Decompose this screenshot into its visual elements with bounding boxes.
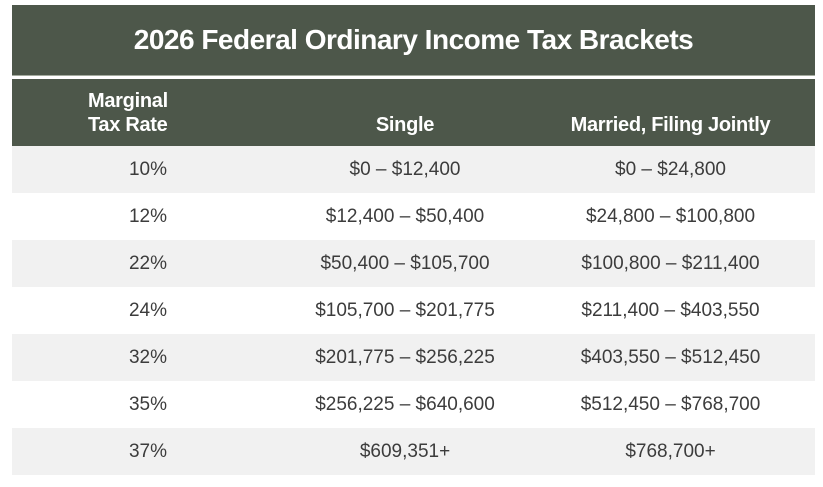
table-row: 12% $12,400 – $50,400 $24,800 – $100,800 xyxy=(12,193,815,240)
cell-rate: 35% xyxy=(128,393,168,415)
cell-single-range: $0 – $12,400 xyxy=(349,158,461,180)
table-title: 2026 Federal Ordinary Income Tax Bracket… xyxy=(133,24,694,55)
cell-rate: 22% xyxy=(128,252,168,274)
column-header-marginal-line1: Marginal xyxy=(88,90,168,112)
cell-single-range: $12,400 – $50,400 xyxy=(325,205,485,227)
cell-single-range: $105,700 – $201,775 xyxy=(315,299,495,321)
cell-married-range: $211,400 – $403,550 xyxy=(581,299,760,321)
cell-married-range: $512,450 – $768,700 xyxy=(580,393,761,415)
cell-single-range: $609,351+ xyxy=(359,440,451,462)
table-row: 10% $0 – $12,400 $0 – $24,800 xyxy=(12,146,815,193)
table-body: 10% $0 – $12,400 $0 – $24,800 12% $12,40… xyxy=(12,146,815,475)
table-row: 35% $256,225 – $640,600 $512,450 – $768,… xyxy=(12,381,815,428)
column-header-marginal-line2: Tax Rate xyxy=(88,114,168,136)
table-row: 37% $609,351+ $768,700+ xyxy=(12,428,815,475)
tax-brackets-table: 2026 Federal Ordinary Income Tax Bracket… xyxy=(12,5,815,475)
table-row: 24% $105,700 – $201,775 $211,400 – $403,… xyxy=(12,287,815,334)
cell-single-range: $256,225 – $640,600 xyxy=(315,393,495,415)
column-header-single: Single xyxy=(375,114,435,136)
title-divider-line xyxy=(12,75,815,79)
table-row: 32% $201,775 – $256,225 $403,550 – $512,… xyxy=(12,334,815,381)
table-title-bar: 2026 Federal Ordinary Income Tax Bracket… xyxy=(12,5,815,75)
cell-single-range: $50,400 – $105,700 xyxy=(320,252,490,274)
column-header-marginal-tax-rate: Marginal Tax Rate xyxy=(12,89,284,137)
cell-rate: 10% xyxy=(128,158,168,180)
cell-rate: 24% xyxy=(128,299,168,321)
cell-married-range: $768,700+ xyxy=(625,440,716,462)
cell-rate: 37% xyxy=(128,440,168,462)
cell-married-range: $24,800 – $100,800 xyxy=(585,205,756,227)
cell-rate: 32% xyxy=(128,346,168,368)
cell-married-range: $100,800 – $211,400 xyxy=(581,252,760,274)
column-header-married-filing-jointly: Married, Filing Jointly xyxy=(570,114,771,136)
column-header-row: Marginal Tax Rate Single Married, Filing… xyxy=(12,79,815,146)
cell-rate: 12% xyxy=(128,205,168,227)
cell-single-range: $201,775 – $256,225 xyxy=(315,346,495,368)
table-row: 22% $50,400 – $105,700 $100,800 – $211,4… xyxy=(12,240,815,287)
cell-married-range: $403,550 – $512,450 xyxy=(580,346,761,368)
cell-married-range: $0 – $24,800 xyxy=(615,158,726,180)
